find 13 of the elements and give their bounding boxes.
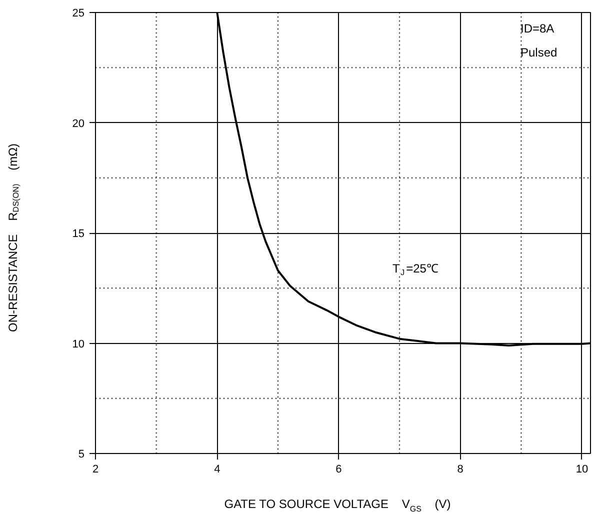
x-tick-label: 6: [336, 464, 342, 476]
x-tick-label: 4: [214, 464, 220, 476]
y-tick-label: 10: [72, 338, 85, 350]
y-tick-label: 20: [72, 118, 85, 130]
annotation: Pulsed: [520, 46, 558, 60]
text: GATE TO SOURCE VOLTAGE V$_{GS}$ (V): [224, 497, 451, 514]
x-tick-label: 2: [92, 464, 99, 476]
x-tick-label: 10: [576, 464, 588, 476]
y-tick-label: 5: [78, 448, 85, 460]
y-tick-label: 15: [72, 228, 85, 240]
annotation: ID=8A: [520, 22, 554, 36]
x-tick-label: 8: [457, 464, 464, 476]
y-tick-label: 25: [72, 8, 85, 20]
